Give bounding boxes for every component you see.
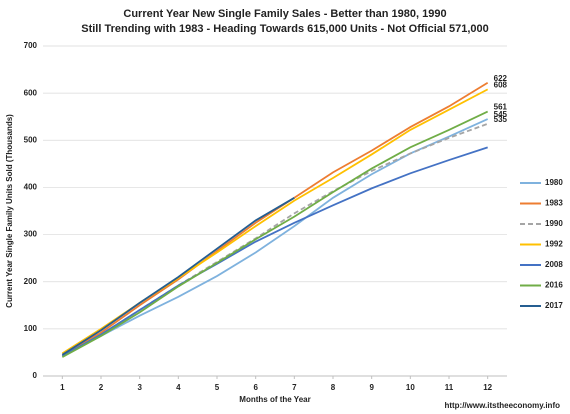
legend-label: 2016	[545, 281, 563, 290]
x-tick-label: 8	[331, 383, 336, 392]
data-label: 622	[494, 74, 508, 83]
x-tick-label: 11	[445, 383, 454, 392]
series-line	[61, 82, 489, 356]
y-tick-label: 200	[24, 277, 38, 286]
legend-label: 1990	[545, 219, 563, 228]
x-tick-label: 9	[369, 383, 374, 392]
x-tick-label: 12	[483, 383, 492, 392]
y-tick-label: 700	[24, 41, 38, 50]
series-line	[61, 197, 295, 356]
data-label: 535	[494, 115, 508, 124]
legend-label: 1983	[545, 199, 563, 208]
legend-label: 1992	[545, 240, 563, 249]
y-tick-label: 100	[24, 324, 38, 333]
y-tick-label: 0	[33, 371, 38, 380]
chart-subtitle: Still Trending with 1983 - Heading Towar…	[81, 23, 489, 35]
data-label: 561	[494, 103, 508, 112]
y-axis-label: Current Year Single Family Units Sold (T…	[5, 114, 14, 308]
y-tick-label: 500	[24, 135, 38, 144]
series-line	[61, 110, 489, 358]
x-tick-label: 2	[99, 383, 104, 392]
x-tick-label: 5	[215, 383, 220, 392]
x-axis-label: Months of the Year	[239, 395, 310, 404]
source: http://www.itstheeconomy.info	[444, 401, 560, 410]
x-tick-label: 10	[406, 383, 415, 392]
legend-label: 1980	[545, 178, 563, 187]
legend-label: 2008	[545, 260, 563, 269]
x-tick-label: 1	[60, 383, 65, 392]
y-tick-label: 300	[24, 230, 38, 239]
chart-title: Current Year New Single Family Sales - B…	[123, 8, 446, 20]
y-tick-label: 400	[24, 183, 38, 192]
x-tick-label: 3	[137, 383, 142, 392]
data-label: 608	[494, 80, 508, 89]
legend-label: 2017	[545, 301, 563, 310]
data-label: 545	[494, 110, 508, 119]
y-tick-label: 600	[24, 88, 38, 97]
x-tick-label: 6	[253, 383, 258, 392]
x-tick-label: 7	[292, 383, 297, 392]
series-line	[61, 146, 488, 357]
x-tick-label: 4	[176, 383, 181, 392]
